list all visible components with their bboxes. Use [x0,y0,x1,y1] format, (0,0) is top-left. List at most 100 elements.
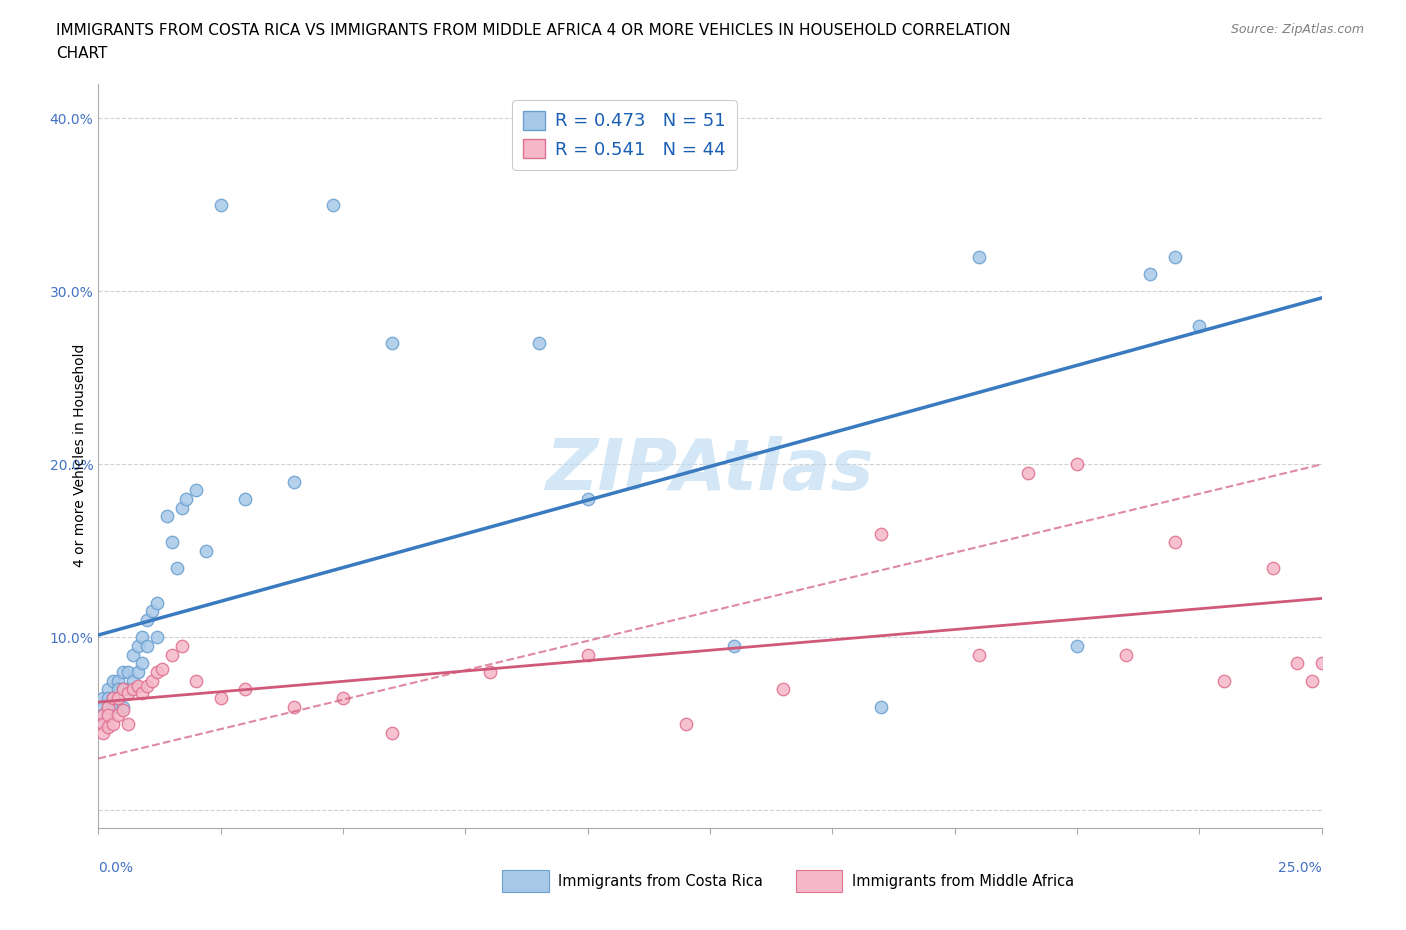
Point [127,678,149,693]
Text: 0.0%: 0.0% [98,861,134,875]
Point [170,639,193,654]
Text: Immigrants from Middle Africa: Immigrants from Middle Africa [852,874,1074,889]
Point [772,682,794,697]
Point [91,708,114,723]
Point [1066,639,1088,654]
Point [1115,647,1137,662]
Text: CHART: CHART [56,46,108,61]
Point [146,630,169,644]
Point [322,197,344,212]
Point [170,500,193,515]
Point [1164,249,1187,264]
Point [186,673,208,688]
Point [160,535,183,550]
Point [117,665,139,680]
Text: ZIPAtlas: ZIPAtlas [546,436,875,505]
Point [176,492,198,507]
Point [870,526,893,541]
Point [107,690,129,705]
Point [101,673,124,688]
Point [136,639,159,654]
Point [1139,267,1161,282]
Point [131,630,153,644]
Point [97,699,120,714]
Point [107,699,129,714]
Point [576,492,599,507]
Point [576,647,599,662]
Point [146,665,169,680]
Point [209,690,232,705]
Point [1188,318,1211,333]
Point [1017,466,1039,481]
Point [121,647,143,662]
Point [675,716,697,731]
Point [117,682,139,697]
Point [111,682,134,697]
Point [478,665,501,680]
Point [91,725,114,740]
Point [1066,457,1088,472]
Point [131,656,153,671]
Point [101,699,124,714]
Point [107,708,129,723]
Point [107,682,129,697]
Point [136,613,159,628]
Point [111,702,134,717]
Legend: R = 0.473   N = 51, R = 0.541   N = 44: R = 0.473 N = 51, R = 0.541 N = 44 [512,100,737,169]
Point [131,685,153,700]
Point [195,543,218,558]
Point [91,716,114,731]
Point [283,699,305,714]
Point [381,336,404,351]
Point [117,685,139,700]
Point [111,665,134,680]
Point [101,716,124,731]
Point [97,708,120,723]
Point [967,647,990,662]
Point [1286,656,1309,671]
Point [127,665,149,680]
Text: IMMIGRANTS FROM COSTA RICA VS IMMIGRANTS FROM MIDDLE AFRICA 4 OR MORE VEHICLES I: IMMIGRANTS FROM COSTA RICA VS IMMIGRANTS… [56,23,1011,38]
Point [381,725,404,740]
Point [91,699,114,714]
Point [1310,656,1333,671]
Point [107,673,129,688]
Point [121,673,143,688]
Point [166,561,188,576]
Point [1301,673,1323,688]
Point [146,595,169,610]
Text: Source: ZipAtlas.com: Source: ZipAtlas.com [1230,23,1364,36]
Point [233,492,256,507]
Point [156,509,179,524]
Point [111,699,134,714]
Point [1261,561,1284,576]
Point [150,661,173,676]
Bar [502,870,548,893]
Bar [796,870,842,893]
Point [332,690,354,705]
Point [97,682,120,697]
Text: 25.0%: 25.0% [1278,861,1322,875]
Point [101,690,124,705]
Point [186,483,208,498]
Point [91,708,114,723]
Point [97,690,120,705]
Point [723,639,745,654]
Point [1164,535,1187,550]
Point [160,647,183,662]
Point [870,699,893,714]
Point [101,690,124,705]
Y-axis label: 4 or more Vehicles in Household: 4 or more Vehicles in Household [73,344,87,567]
Point [136,678,159,693]
Point [117,716,139,731]
Text: Immigrants from Costa Rica: Immigrants from Costa Rica [558,874,763,889]
Point [121,682,143,697]
Point [97,720,120,735]
Point [91,716,114,731]
Point [233,682,256,697]
Point [209,197,232,212]
Point [127,639,149,654]
Point [97,699,120,714]
Point [97,708,120,723]
Point [91,690,114,705]
